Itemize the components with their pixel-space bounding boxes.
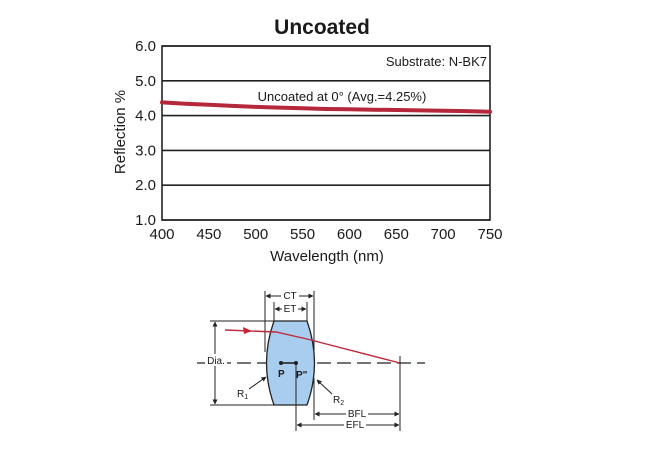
x-tick-label: 750 [477, 226, 502, 243]
y-tick-label: 4.0 [135, 108, 156, 125]
chart-title: Uncoated [274, 16, 370, 39]
p-label: P [278, 369, 285, 380]
y-tick-labels: 1.0 2.0 3.0 4.0 5.0 6.0 [135, 38, 156, 229]
r1-label: R1 [237, 389, 248, 401]
annotation-average: Uncoated at 0° (Avg.=4.25%) [258, 89, 427, 104]
r2-label: R2 [333, 395, 344, 407]
y-tick-label: 2.0 [135, 177, 156, 194]
y-axis-label: Reflection % [112, 90, 129, 174]
efl-label: EFL [346, 420, 365, 431]
x-tick-label: 700 [431, 226, 456, 243]
x-tick-label: 400 [149, 226, 174, 243]
r1-text: R [237, 389, 244, 400]
bfl-label: BFL [348, 409, 367, 420]
x-tick-label: 600 [337, 226, 362, 243]
r1-subscript: 1 [244, 394, 248, 401]
y-tick-label: 6.0 [135, 38, 156, 55]
dia-label: Dia. [207, 356, 225, 367]
r1-leader [248, 376, 267, 390]
et-label: ET [284, 304, 297, 315]
r2-text: R [333, 395, 340, 406]
x-axis-label: Wavelength (nm) [270, 248, 384, 265]
p-prime-label: P" [296, 370, 308, 381]
series-layer [160, 100, 492, 114]
x-tick-labels: 400 450 500 550 600 650 700 750 [149, 226, 502, 243]
x-tick-label: 550 [290, 226, 315, 243]
r2-subscript: 2 [340, 400, 344, 407]
r2-leader [316, 379, 333, 395]
x-tick-label: 650 [384, 226, 409, 243]
plot-frame [161, 45, 491, 221]
y-tick-label: 5.0 [135, 73, 156, 90]
y-tick-label: 1.0 [135, 212, 156, 229]
ray-arrowhead [243, 327, 252, 334]
annotation-substrate: Substrate: N-BK7 [386, 54, 487, 69]
series-line-0 [160, 100, 492, 114]
reflection-chart: Uncoated 1.0 2.0 3.0 4.0 5.0 6.0 400 450 500 550… [112, 16, 503, 265]
y-tick-label: 3.0 [135, 142, 156, 159]
ct-label: CT [283, 291, 296, 302]
x-tick-label: 500 [243, 226, 268, 243]
x-tick-label: 450 [196, 226, 221, 243]
